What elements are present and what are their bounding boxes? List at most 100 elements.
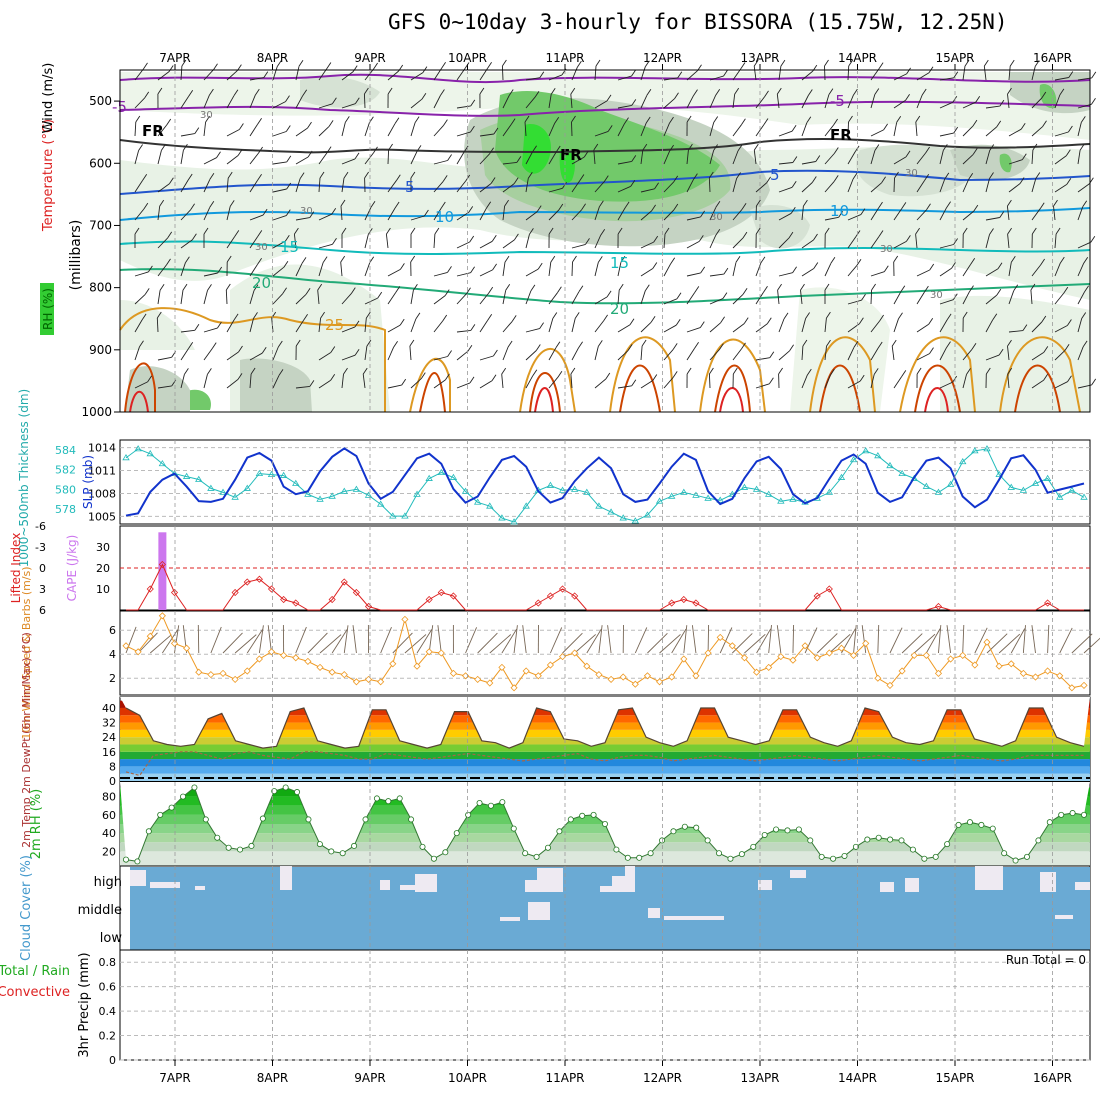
- wind-barb-flag: [630, 180, 636, 187]
- surface-wind-barb: [1031, 625, 1036, 654]
- wind-barb-flag: [699, 321, 705, 328]
- wind-barb-flag: [624, 201, 630, 209]
- rh-point: [339, 850, 346, 857]
- wind-barb-flag: [188, 342, 194, 349]
- wind-barb: [548, 123, 556, 137]
- thickness-point: [413, 490, 421, 497]
- wind-barb: [249, 318, 254, 333]
- wind-barb-flag: [806, 368, 812, 376]
- temperature-band: [120, 759, 1090, 767]
- wind-barb-flag: [859, 317, 864, 325]
- wind-speed-point: [1080, 681, 1088, 689]
- wind-barb: [249, 214, 264, 221]
- thickness-point: [546, 481, 555, 488]
- wind-barb-flag: [227, 171, 233, 179]
- cloud-gap: [905, 878, 919, 892]
- wind-barb-flag: [1067, 319, 1072, 326]
- wind-barb-flag: [769, 377, 774, 385]
- wind-barb-flag: [929, 347, 934, 354]
- wind-barb: [1031, 264, 1041, 277]
- wind-barb: [180, 262, 186, 277]
- surface-wind-barb: [562, 632, 583, 654]
- wind-barb: [847, 151, 856, 165]
- wind-barb: [180, 96, 190, 109]
- wind-barb-flag: [139, 340, 144, 347]
- wind-barb-flag: [491, 235, 497, 242]
- wind-barb: [1031, 149, 1034, 165]
- wind-barb: [157, 206, 161, 221]
- rh-point: [909, 846, 916, 853]
- wind-barb-flag: [883, 265, 889, 272]
- wind-barb: [755, 96, 765, 109]
- wind-barb-flag: [552, 312, 558, 319]
- wind-barb: [847, 299, 862, 305]
- wind-barb: [571, 209, 582, 221]
- wind-speed-point: [449, 669, 457, 677]
- wind-barb-flag: [440, 201, 446, 209]
- thickness-point: [607, 508, 615, 515]
- wind-barb-flag: [579, 174, 585, 181]
- wind-barb-flag: [213, 63, 218, 70]
- wind-barb: [226, 351, 239, 361]
- wind-barb: [870, 289, 873, 305]
- surface-wind-barb: [816, 633, 838, 654]
- bottom-date-axis: 7APR 8APR 9APR 10APR 11APR 12APR 13APR 14APR 15A…: [159, 1060, 1072, 1085]
- wind-barb: [571, 347, 579, 361]
- wind-speed-point: [813, 654, 821, 662]
- surface-wind-barb: [1083, 637, 1100, 654]
- wind-barb-flag: [852, 172, 858, 180]
- wind-barb-flag: [211, 342, 217, 349]
- wind-barb-flag: [652, 374, 658, 381]
- thickness-point: [1068, 486, 1076, 493]
- rh-point: [795, 826, 802, 833]
- wind-barb: [732, 293, 744, 305]
- surface-wind-barb: [586, 628, 602, 654]
- cloud-gap: [150, 882, 180, 888]
- wind-barb: [640, 268, 654, 277]
- wind-barb: [548, 94, 552, 109]
- wind-barb: [594, 262, 599, 277]
- wind-barb-flag: [159, 199, 165, 207]
- wind-barb-flag: [470, 266, 475, 273]
- wind-barb-flag: [723, 69, 728, 77]
- thickness-point: [898, 469, 906, 476]
- wind-barb: [272, 66, 278, 81]
- cloud-gap: [1055, 915, 1073, 919]
- thickness-point: [231, 493, 239, 500]
- wind-barb-flag: [672, 371, 678, 378]
- wind-barb: [295, 156, 309, 165]
- wind-barb: [1077, 103, 1092, 109]
- thickness-point: [1031, 479, 1040, 486]
- wind-barb: [203, 207, 211, 221]
- wind-barb: [410, 72, 424, 81]
- wind-barb: [203, 94, 210, 109]
- lifted-index-point: [692, 599, 700, 607]
- top-date-label: 14APR: [838, 51, 877, 65]
- wind-barb-flag: [901, 370, 907, 377]
- wind-barb-flag: [237, 149, 243, 156]
- surface-wind-barb: [319, 634, 342, 654]
- wind-barb-flag: [722, 292, 728, 299]
- wind-barb: [295, 263, 303, 277]
- wind-barb-flag: [226, 255, 232, 263]
- wind-barb: [157, 385, 172, 389]
- rh-point: [921, 855, 928, 862]
- thickness-point: [789, 495, 797, 502]
- wind-barb: [708, 177, 711, 193]
- wind-barb: [548, 262, 552, 277]
- rh-point: [202, 816, 209, 823]
- wind-barb-flag: [554, 116, 560, 124]
- slp-tick-label: 1008: [88, 487, 116, 500]
- wind-barb-flag: [491, 374, 497, 381]
- wind-barb: [249, 263, 258, 277]
- thickness-point: [279, 471, 288, 478]
- wind-barb: [409, 345, 412, 361]
- rh-point: [522, 850, 529, 857]
- thickness-point: [486, 502, 494, 509]
- wind-barb-flag: [470, 324, 476, 331]
- cloud-gap: [130, 870, 146, 886]
- wind-barb: [1031, 352, 1045, 361]
- rh-point: [465, 811, 472, 818]
- thickness-point: [837, 473, 846, 480]
